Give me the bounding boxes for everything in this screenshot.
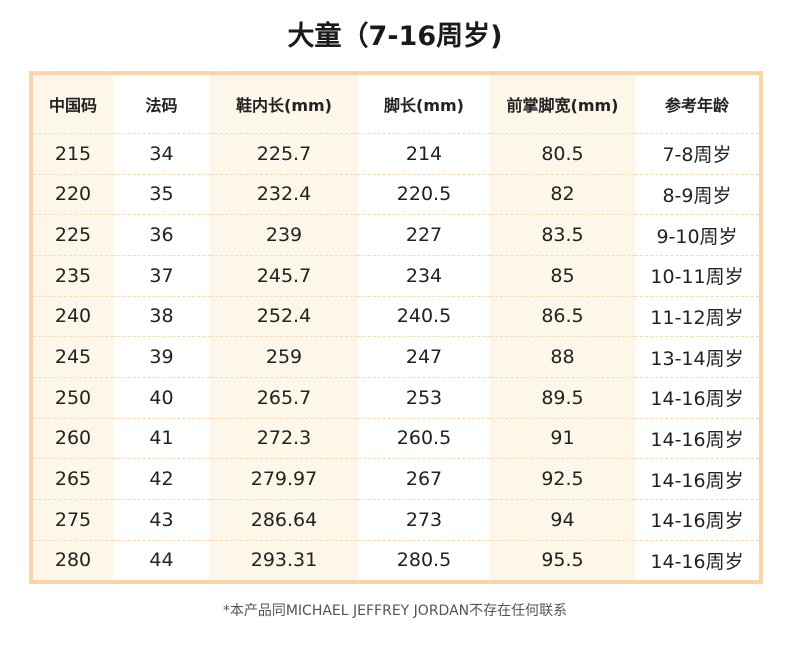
table-cell: 253 xyxy=(358,376,490,419)
table-cell: 89.5 xyxy=(490,376,635,419)
table-cell: 267 xyxy=(358,458,490,500)
table-cell: 44 xyxy=(113,539,210,580)
disclaimer-note: *本产品同MICHAEL JEFFREY JORDAN不存在任何联系 xyxy=(222,603,568,619)
table-row: 240 38 252.4 240.5 86.5 11-12周岁 xyxy=(33,295,759,337)
table-cell: 9-10周岁 xyxy=(635,214,759,256)
table-row: 250 40 265.7 253 89.5 14-16周岁 xyxy=(33,376,759,419)
table-cell: 14-16周岁 xyxy=(635,458,759,500)
table-row: 225 36 239 227 83.5 9-10周岁 xyxy=(33,214,759,256)
table-cell: 13-14周岁 xyxy=(635,336,759,378)
table-cell: 234 xyxy=(358,254,490,297)
table-cell: 14-16周岁 xyxy=(635,498,759,541)
column-header: 前掌脚宽(mm) xyxy=(506,96,619,115)
table-cell: 38 xyxy=(113,295,210,337)
table-cell: 225.7 xyxy=(210,133,358,175)
table-cell: 220.5 xyxy=(358,173,490,215)
table-cell: 225 xyxy=(33,214,113,256)
table-cell: 43 xyxy=(113,498,210,541)
table-cell: 80.5 xyxy=(490,133,635,175)
table-cell: 252.4 xyxy=(210,295,358,337)
size-chart: 中国码 法码 鞋内长(mm) 脚长(mm) 前掌脚宽(mm) 参考年龄 215 34 225.… xyxy=(29,71,763,584)
table-cell: 220 xyxy=(33,173,113,215)
table-cell: 215 xyxy=(33,133,113,175)
table-cell: 272.3 xyxy=(210,417,358,459)
table-cell: 92.5 xyxy=(490,458,635,500)
column-header: 脚长(mm) xyxy=(384,96,464,115)
table-row: 280 44 293.31 280.5 95.5 14-16周岁 xyxy=(33,539,759,580)
table-cell: 35 xyxy=(113,173,210,215)
table-cell: 240 xyxy=(33,295,113,337)
page-title: 大童（7-16周岁) xyxy=(287,21,503,52)
table-cell: 83.5 xyxy=(490,214,635,256)
table-cell: 41 xyxy=(113,417,210,459)
table-row: 265 42 279.97 267 92.5 14-16周岁 xyxy=(33,458,759,500)
table-cell: 94 xyxy=(490,498,635,541)
table-cell: 260 xyxy=(33,417,113,459)
table-cell: 293.31 xyxy=(210,539,358,580)
table-cell: 34 xyxy=(113,133,210,175)
table-cell: 250 xyxy=(33,376,113,419)
table-cell: 214 xyxy=(358,133,490,175)
table-cell: 245.7 xyxy=(210,254,358,297)
table-cell: 14-16周岁 xyxy=(635,417,759,459)
table-cell: 235 xyxy=(33,254,113,297)
table-cell: 247 xyxy=(358,336,490,378)
table-row: 245 39 259 247 88 13-14周岁 xyxy=(33,336,759,378)
column-header: 法码 xyxy=(145,96,178,115)
table-cell: 88 xyxy=(490,336,635,378)
table-cell: 10-11周岁 xyxy=(635,254,759,297)
table-cell: 265 xyxy=(33,458,113,500)
table-row: 235 37 245.7 234 85 10-11周岁 xyxy=(33,254,759,297)
table-cell: 273 xyxy=(358,498,490,541)
table-cell: 265.7 xyxy=(210,376,358,419)
table-cell: 39 xyxy=(113,336,210,378)
table-cell: 42 xyxy=(113,458,210,500)
table-row: 215 34 225.7 214 80.5 7-8周岁 xyxy=(33,133,759,175)
table-row: 220 35 232.4 220.5 82 8-9周岁 xyxy=(33,173,759,215)
table-row: 275 43 286.64 273 94 14-16周岁 xyxy=(33,498,759,541)
header-row: 中国码 法码 鞋内长(mm) 脚长(mm) 前掌脚宽(mm) 参考年龄 xyxy=(33,75,759,134)
table-cell: 239 xyxy=(210,214,358,256)
table-cell: 8-9周岁 xyxy=(635,173,759,215)
table-cell: 286.64 xyxy=(210,498,358,541)
column-header: 中国码 xyxy=(48,96,97,115)
table-cell: 37 xyxy=(113,254,210,297)
table-cell: 7-8周岁 xyxy=(635,133,759,175)
table-cell: 240.5 xyxy=(358,295,490,337)
table-cell: 82 xyxy=(490,173,635,215)
table-cell: 279.97 xyxy=(210,458,358,500)
table-cell: 11-12周岁 xyxy=(635,295,759,337)
table-cell: 245 xyxy=(33,336,113,378)
table-cell: 40 xyxy=(113,376,210,419)
table-cell: 280.5 xyxy=(358,539,490,580)
table-cell: 95.5 xyxy=(490,539,635,580)
table-cell: 275 xyxy=(33,498,113,541)
table-cell: 260.5 xyxy=(358,417,490,459)
table-cell: 259 xyxy=(210,336,358,378)
table-cell: 86.5 xyxy=(490,295,635,337)
table-cell: 232.4 xyxy=(210,173,358,215)
column-header: 参考年龄 xyxy=(664,96,729,115)
table-cell: 36 xyxy=(113,214,210,256)
column-header: 鞋内长(mm) xyxy=(236,96,332,115)
table-cell: 14-16周岁 xyxy=(635,539,759,580)
table-row: 260 41 272.3 260.5 91 14-16周岁 xyxy=(33,417,759,459)
table-cell: 227 xyxy=(358,214,490,256)
table-cell: 280 xyxy=(33,539,113,580)
table-cell: 14-16周岁 xyxy=(635,376,759,419)
table-cell: 85 xyxy=(490,254,635,297)
size-table: 中国码 法码 鞋内长(mm) 脚长(mm) 前掌脚宽(mm) 参考年龄 215 34 225.… xyxy=(33,75,759,580)
table-cell: 91 xyxy=(490,417,635,459)
